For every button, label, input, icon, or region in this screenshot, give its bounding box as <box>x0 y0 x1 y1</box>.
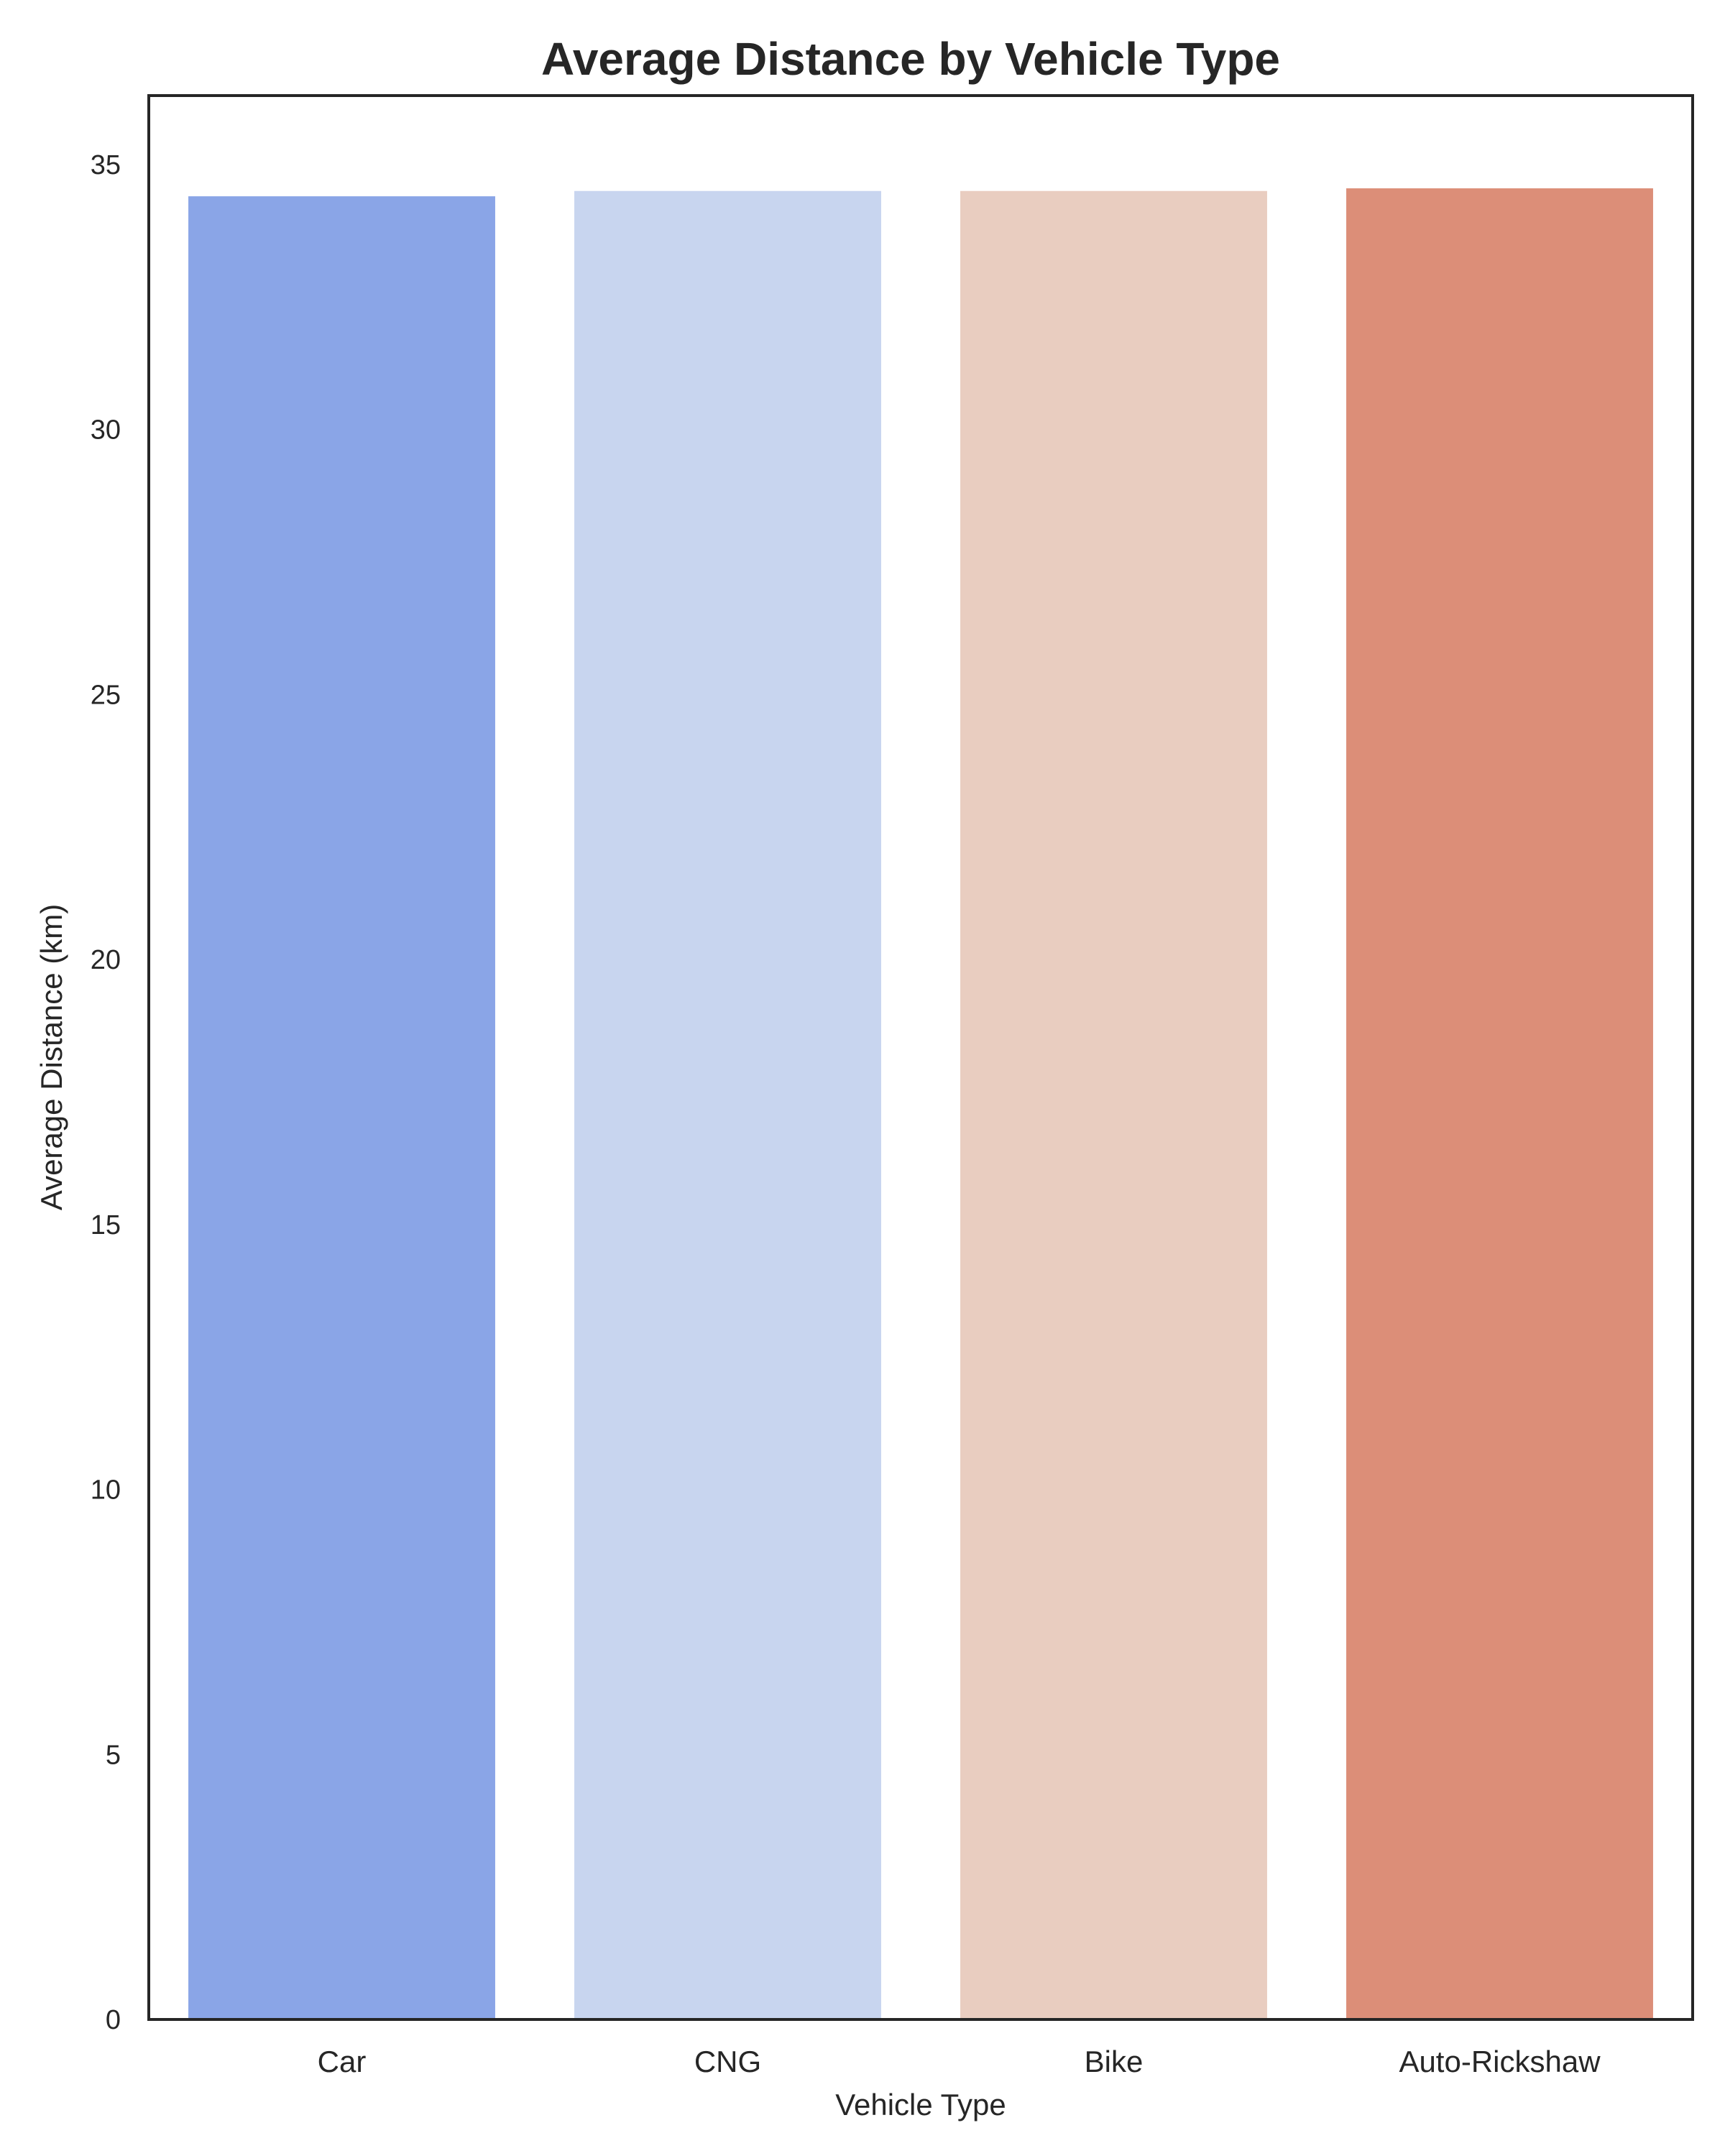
x-tick-label: Auto-Rickshaw <box>1399 2045 1601 2078</box>
x-tick-label: Car <box>318 2045 367 2078</box>
x-axis-label: Vehicle Type <box>835 2088 1006 2122</box>
plot-frame <box>147 94 1694 2021</box>
y-tick-label: 10 <box>91 1475 121 1506</box>
x-axis: Car CNG Bike Auto-Rickshaw <box>318 2045 1601 2078</box>
y-tick-label: 0 <box>106 2005 121 2035</box>
y-tick-label: 15 <box>91 1210 121 1240</box>
y-tick-label: 30 <box>91 415 121 446</box>
x-tick-label: CNG <box>694 2045 761 2078</box>
bar-auto-rickshaw <box>1346 188 1653 2020</box>
y-tick-label: 25 <box>91 680 121 710</box>
y-tick-label: 35 <box>91 150 121 180</box>
y-axis: 0 5 10 15 20 25 30 35 <box>91 150 121 2035</box>
plot-area <box>188 188 1653 2020</box>
y-axis-label: Average Distance (km) <box>34 904 68 1210</box>
x-tick-label: Bike <box>1085 2045 1144 2078</box>
chart-title: Average Distance by Vehicle Type <box>541 33 1280 85</box>
bar-cng <box>574 190 881 2019</box>
bar-bike <box>960 190 1267 2019</box>
bar-car <box>188 196 495 2020</box>
y-tick-label: 20 <box>91 945 121 975</box>
y-tick-label: 5 <box>106 1740 121 1770</box>
